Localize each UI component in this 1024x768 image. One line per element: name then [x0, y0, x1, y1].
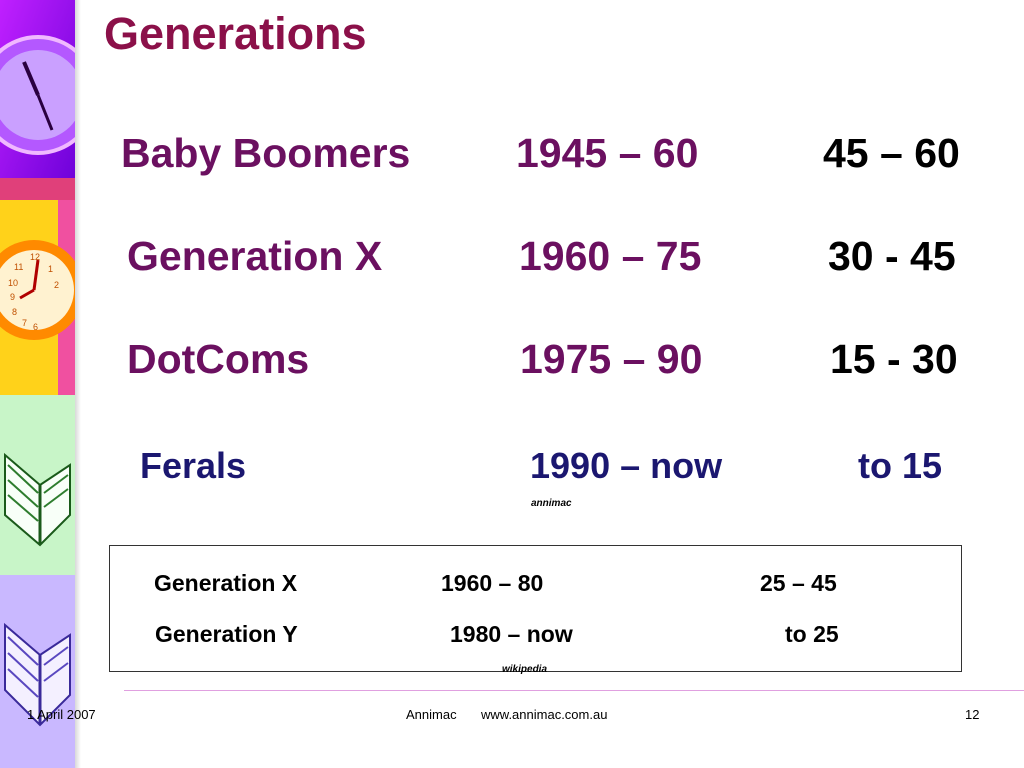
- comparison-row: Generation X 1960 – 80 25 – 45: [110, 570, 963, 600]
- comparison-name: Generation X: [154, 570, 298, 596]
- svg-text:8: 8: [12, 307, 17, 317]
- svg-text:12: 12: [30, 252, 40, 262]
- generation-row: DotComs 1975 – 90 15 - 30: [0, 336, 1024, 396]
- comparison-name: Generation Y: [155, 621, 298, 647]
- comparison-years: 1980 – now: [450, 621, 573, 647]
- book-icon: [0, 575, 75, 768]
- comparison-years: 1960 – 80: [441, 570, 544, 596]
- generation-name: Baby Boomers: [121, 130, 411, 176]
- generation-years: 1960 – 75: [519, 233, 702, 279]
- svg-text:7: 7: [22, 318, 27, 328]
- generation-years: 1945 – 60: [516, 130, 699, 176]
- source-credit-wikipedia: wikipedia: [502, 664, 548, 675]
- generation-ages: 15 - 30: [830, 336, 958, 382]
- footer-divider: [124, 690, 1024, 691]
- generation-name: Generation X: [127, 233, 383, 279]
- generation-row: Ferals 1990 – now to 15: [0, 445, 1024, 505]
- generation-ages: 45 – 60: [823, 130, 960, 176]
- comparison-row: Generation Y 1980 – now to 25: [110, 621, 963, 651]
- source-credit-annimac: annimac: [531, 498, 572, 509]
- strip-shadow: [75, 0, 81, 768]
- svg-text:1: 1: [48, 264, 53, 274]
- comparison-ages: to 25: [785, 621, 839, 647]
- generation-row: Generation X 1960 – 75 30 - 45: [0, 233, 1024, 293]
- svg-text:10: 10: [8, 278, 18, 288]
- generation-row: Baby Boomers 1945 – 60 45 – 60: [0, 130, 1024, 190]
- footer-date: 1 April 2007: [27, 707, 96, 722]
- generation-name: Ferals: [140, 445, 247, 486]
- generation-years: 1990 – now: [530, 445, 723, 486]
- svg-text:6: 6: [33, 322, 38, 332]
- generation-years: 1975 – 90: [520, 336, 703, 382]
- footer-org: Annimac: [406, 707, 457, 722]
- clock-icon: [0, 0, 75, 200]
- slide-title: Generations: [104, 8, 367, 59]
- generation-ages: 30 - 45: [828, 233, 956, 279]
- svg-text:9: 9: [10, 292, 15, 302]
- book-icon: [0, 395, 75, 575]
- svg-text:11: 11: [14, 262, 23, 272]
- footer-url[interactable]: www.annimac.com.au: [481, 707, 608, 722]
- generation-name: DotComs: [127, 336, 310, 382]
- svg-text:2: 2: [54, 280, 59, 290]
- generation-ages: to 15: [858, 445, 943, 486]
- slide-number: 12: [965, 707, 980, 722]
- wikipedia-comparison-box: Generation X 1960 – 80 25 – 45 Generatio…: [109, 545, 962, 672]
- comparison-ages: 25 – 45: [760, 570, 837, 596]
